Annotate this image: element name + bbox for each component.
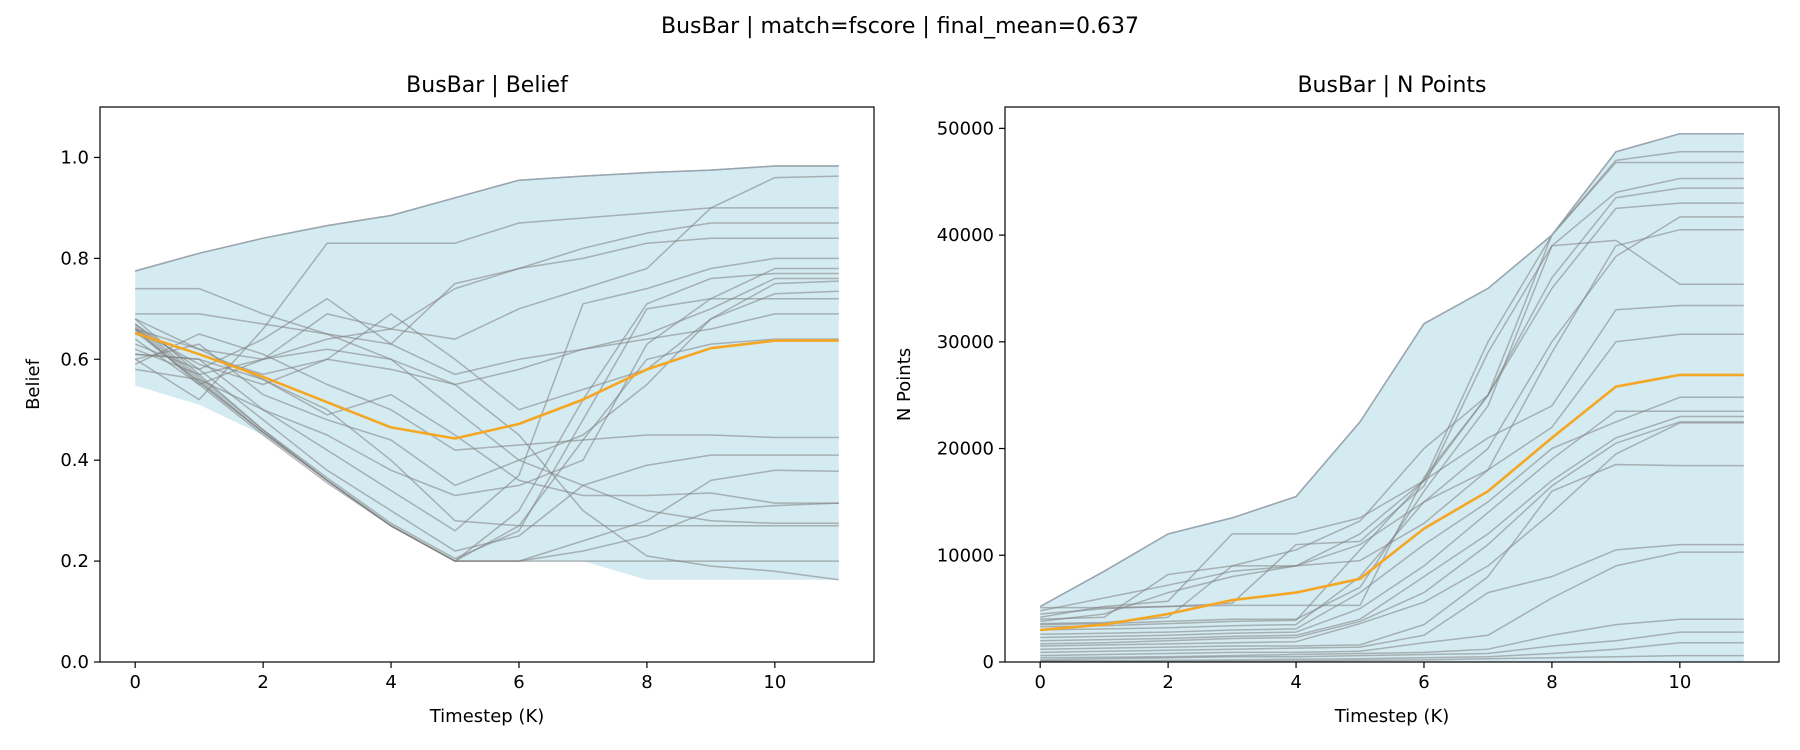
npoints-run-line-16 — [1040, 422, 1744, 647]
npoints-axes-frame — [1004, 106, 1780, 663]
npoints-panel-title: BusBar | N Points — [1297, 73, 1486, 98]
npoints-xtick-label-6: 6 — [1418, 672, 1429, 693]
npoints-run-line-10 — [1040, 304, 1744, 628]
belief-xlabel: Timestep (K) — [429, 706, 545, 727]
npoints-xtick-label-4: 4 — [1290, 672, 1301, 693]
belief-ytick-label-2: 0.4 — [60, 450, 89, 471]
npoints-run-line-4 — [1040, 177, 1744, 615]
npoints-ytick-label-1: 10000 — [937, 545, 994, 566]
belief-xtick-label-10: 10 — [763, 672, 786, 693]
belief-run-line-5 — [134, 313, 839, 386]
npoints-run-line-19 — [1040, 551, 1744, 657]
npoints-run-line-18 — [1040, 543, 1744, 654]
npoints-ylabel: N Points — [894, 348, 915, 421]
belief-run-line-15 — [135, 290, 839, 487]
npoints-panel: BusBar | N Points 0 2 4 6 8 10 0 10000 20000 3000… — [894, 73, 1780, 727]
belief-run-line-23 — [134, 272, 839, 562]
npoints-run-line-14 — [1040, 415, 1744, 642]
belief-panel-title: BusBar | Belief — [406, 73, 569, 98]
belief-ytick-label-1: 0.2 — [60, 551, 89, 572]
npoints-ytick-label-3: 30000 — [937, 332, 994, 353]
belief-ytick-label-5: 1.0 — [60, 147, 89, 168]
figure-suptitle: BusBar | match=fscore | final_mean=0.637 — [661, 14, 1139, 39]
npoints-mean-line — [1040, 373, 1744, 632]
npoints-xtick-label-0: 0 — [1034, 672, 1045, 693]
belief-run-line-14 — [135, 267, 839, 497]
belief-run-line-4 — [134, 318, 839, 525]
npoints-run-line-11 — [1040, 333, 1744, 631]
belief-xtick-label-2: 2 — [257, 672, 268, 693]
npoints-band-upper-edge — [1039, 132, 1744, 608]
npoints-ytick-label-4: 40000 — [937, 225, 994, 246]
belief-band-upper-edge — [134, 165, 839, 272]
belief-run-line-22 — [134, 297, 839, 560]
belief-ylabel: Belief — [23, 358, 44, 409]
npoints-ytick-label-2: 20000 — [937, 439, 994, 460]
belief-plot-area — [134, 165, 839, 581]
npoints-run-line-3 — [1040, 151, 1744, 612]
belief-run-line-10 — [135, 353, 839, 504]
belief-xtick-label-0: 0 — [129, 672, 140, 693]
npoints-ytick-label-5: 50000 — [937, 118, 994, 139]
belief-ytick-label-4: 0.8 — [60, 248, 89, 269]
belief-run-line-16 — [135, 257, 839, 532]
belief-range-band — [135, 166, 839, 580]
npoints-run-line-15 — [1040, 421, 1744, 645]
belief-run-line-2 — [135, 287, 839, 581]
npoints-run-line-13 — [1040, 410, 1744, 639]
npoints-run-line-6 — [1040, 202, 1744, 621]
belief-axes-frame — [99, 106, 875, 663]
npoints-xtick-label-10: 10 — [1668, 672, 1691, 693]
npoints-ticks: 0 2 4 6 8 10 0 10000 20000 30000 40000 50000 — [937, 118, 1692, 693]
npoints-xlabel: Timestep (K) — [1334, 706, 1450, 727]
belief-xtick-label-4: 4 — [385, 672, 396, 693]
npoints-range-band — [1040, 133, 1744, 662]
belief-run-line-11 — [134, 207, 839, 401]
npoints-run-line-22 — [1040, 642, 1744, 662]
npoints-run-line-8 — [1040, 228, 1744, 625]
belief-run-line-3 — [135, 237, 839, 345]
npoints-run-line-5 — [1040, 187, 1744, 618]
belief-run-line-12 — [134, 333, 839, 451]
belief-mean-line — [134, 331, 839, 440]
npoints-plot-area — [1039, 132, 1744, 663]
npoints-xtick-label-2: 2 — [1162, 672, 1173, 693]
belief-run-line-8 — [134, 277, 839, 376]
npoints-run-line-7 — [1040, 216, 1744, 623]
belief-run-line-7 — [134, 175, 839, 386]
belief-panel: BusBar | Belief 0 2 4 6 8 10 0.0 0.2 0.4 0.6 0.8 1.… — [23, 73, 875, 727]
npoints-run-line-20 — [1040, 618, 1744, 659]
belief-ticks: 0 2 4 6 8 10 0.0 0.2 0.4 0.6 0.8 1.0 — [60, 147, 786, 693]
npoints-run-line-12 — [1040, 396, 1744, 636]
npoints-xtick-label-8: 8 — [1546, 672, 1557, 693]
belief-ytick-label-0: 0.0 — [60, 652, 89, 673]
npoints-run-line-21 — [1040, 631, 1744, 661]
belief-ytick-label-3: 0.6 — [60, 349, 89, 370]
belief-run-line-9 — [134, 222, 839, 376]
npoints-ytick-label-0: 0 — [983, 652, 994, 673]
belief-xtick-label-6: 6 — [513, 672, 524, 693]
belief-run-line-6 — [134, 280, 839, 411]
npoints-run-line-17 — [1040, 463, 1744, 650]
belief-xtick-label-8: 8 — [641, 672, 652, 693]
